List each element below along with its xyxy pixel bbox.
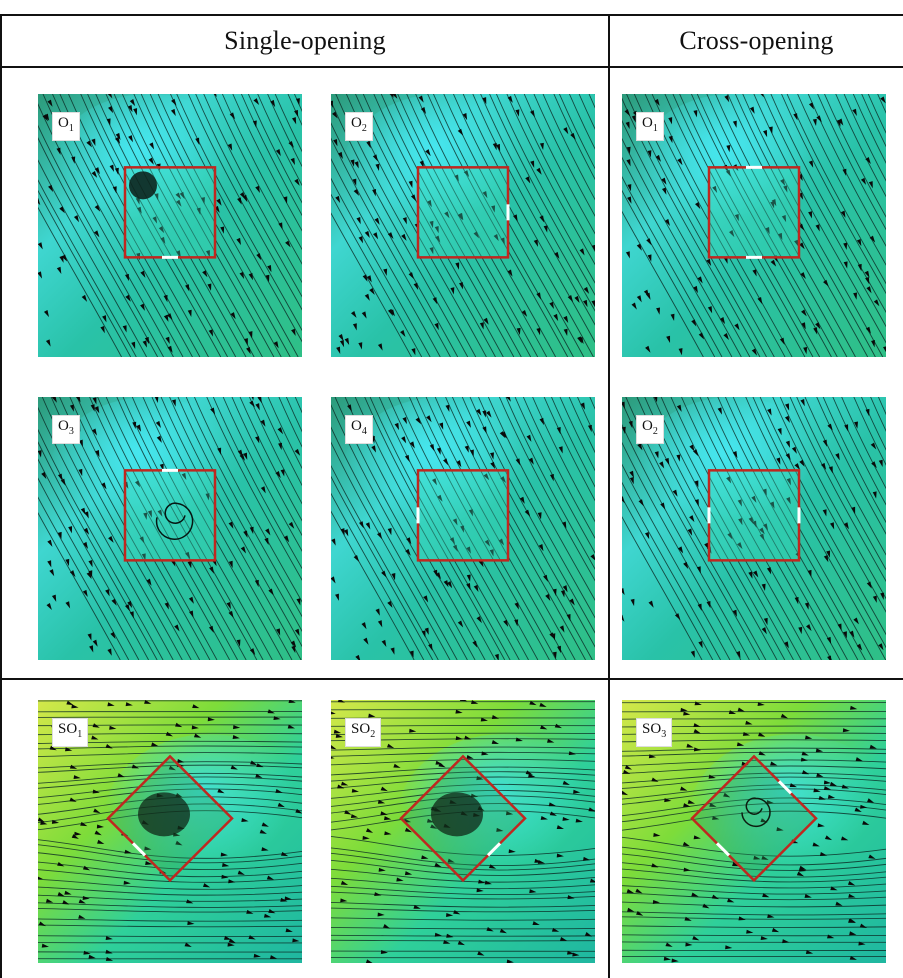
header-cross-opening: Cross-opening (679, 26, 834, 55)
streamline-panel: O1 (38, 94, 302, 357)
case-label-subscript: 4 (361, 426, 367, 437)
streamlines (622, 94, 886, 357)
case-label: SO3 (636, 718, 673, 747)
flow-arrows (38, 700, 302, 961)
case-label-text: O (642, 115, 653, 131)
case-label: O2 (636, 415, 664, 444)
streamline-panel: O3 (38, 397, 302, 660)
case-label-text: O (58, 418, 69, 434)
column-divider (608, 14, 610, 978)
case-label: SO1 (52, 718, 89, 747)
opening-markers (746, 165, 762, 259)
streamline-plot (331, 94, 595, 357)
streamline-panel: SO1 (38, 700, 302, 963)
streamline-plot (622, 397, 886, 660)
streamline-panel: SO2 (331, 700, 595, 963)
streamline-panel: O2 (331, 94, 595, 357)
flow-arrows (624, 94, 886, 356)
streamline-plot (331, 397, 595, 660)
building-outline (123, 469, 217, 562)
streamline-plot (622, 94, 886, 357)
case-label: SO2 (345, 718, 382, 747)
flow-arrows (38, 94, 300, 355)
streamlines (622, 397, 886, 660)
streamlines (331, 94, 595, 357)
case-label: O4 (345, 415, 373, 444)
flow-arrows (331, 397, 595, 660)
streamline-plot (622, 700, 886, 963)
opening-markers (131, 842, 147, 857)
streamlines (331, 397, 595, 660)
table-top-border (0, 14, 903, 16)
case-label-text: SO (642, 721, 662, 737)
streamline-panel: O2 (622, 397, 886, 660)
streamline-plot (38, 397, 302, 660)
building-outline (416, 469, 510, 562)
case-label-subscript: 1 (652, 123, 658, 134)
case-label-text: O (642, 418, 653, 434)
flow-arrows (331, 700, 595, 963)
case-label-text: O (351, 115, 362, 131)
building-outline (416, 166, 510, 259)
flow-arrows (331, 94, 595, 356)
streamlines (622, 702, 886, 958)
streamline-panel: O1 (622, 94, 886, 357)
opening-markers (486, 842, 502, 857)
opening-markers (707, 507, 801, 524)
case-label-subscript: 1 (68, 123, 74, 134)
streamline-plot (38, 700, 302, 963)
case-label-text: SO (58, 721, 78, 737)
header-single-opening: Single-opening (224, 26, 386, 55)
case-label-subscript: 3 (68, 426, 74, 437)
streamlines (38, 700, 302, 960)
table-left-border (0, 14, 2, 978)
case-label: O1 (636, 112, 664, 141)
case-label: O1 (52, 112, 80, 141)
case-label-subscript: 1 (77, 729, 83, 740)
building-outline (707, 469, 801, 562)
case-label-subscript: 3 (661, 729, 667, 740)
streamline-panel: SO3 (622, 700, 886, 963)
case-label-text: O (58, 115, 69, 131)
opening-markers (715, 780, 793, 857)
case-label-subscript: 2 (361, 123, 367, 134)
building-outline (707, 166, 801, 259)
streamline-plot (331, 700, 595, 963)
streamline-panel: O4 (331, 397, 595, 660)
case-label: O3 (52, 415, 80, 444)
row-divider (0, 678, 903, 680)
case-label: O2 (345, 112, 373, 141)
case-label-text: SO (351, 721, 371, 737)
header-divider (0, 66, 903, 68)
case-label-text: O (351, 418, 362, 434)
flow-arrows (622, 397, 885, 660)
case-label-subscript: 2 (370, 729, 376, 740)
case-label-subscript: 2 (652, 426, 658, 437)
flow-arrows (622, 701, 877, 963)
